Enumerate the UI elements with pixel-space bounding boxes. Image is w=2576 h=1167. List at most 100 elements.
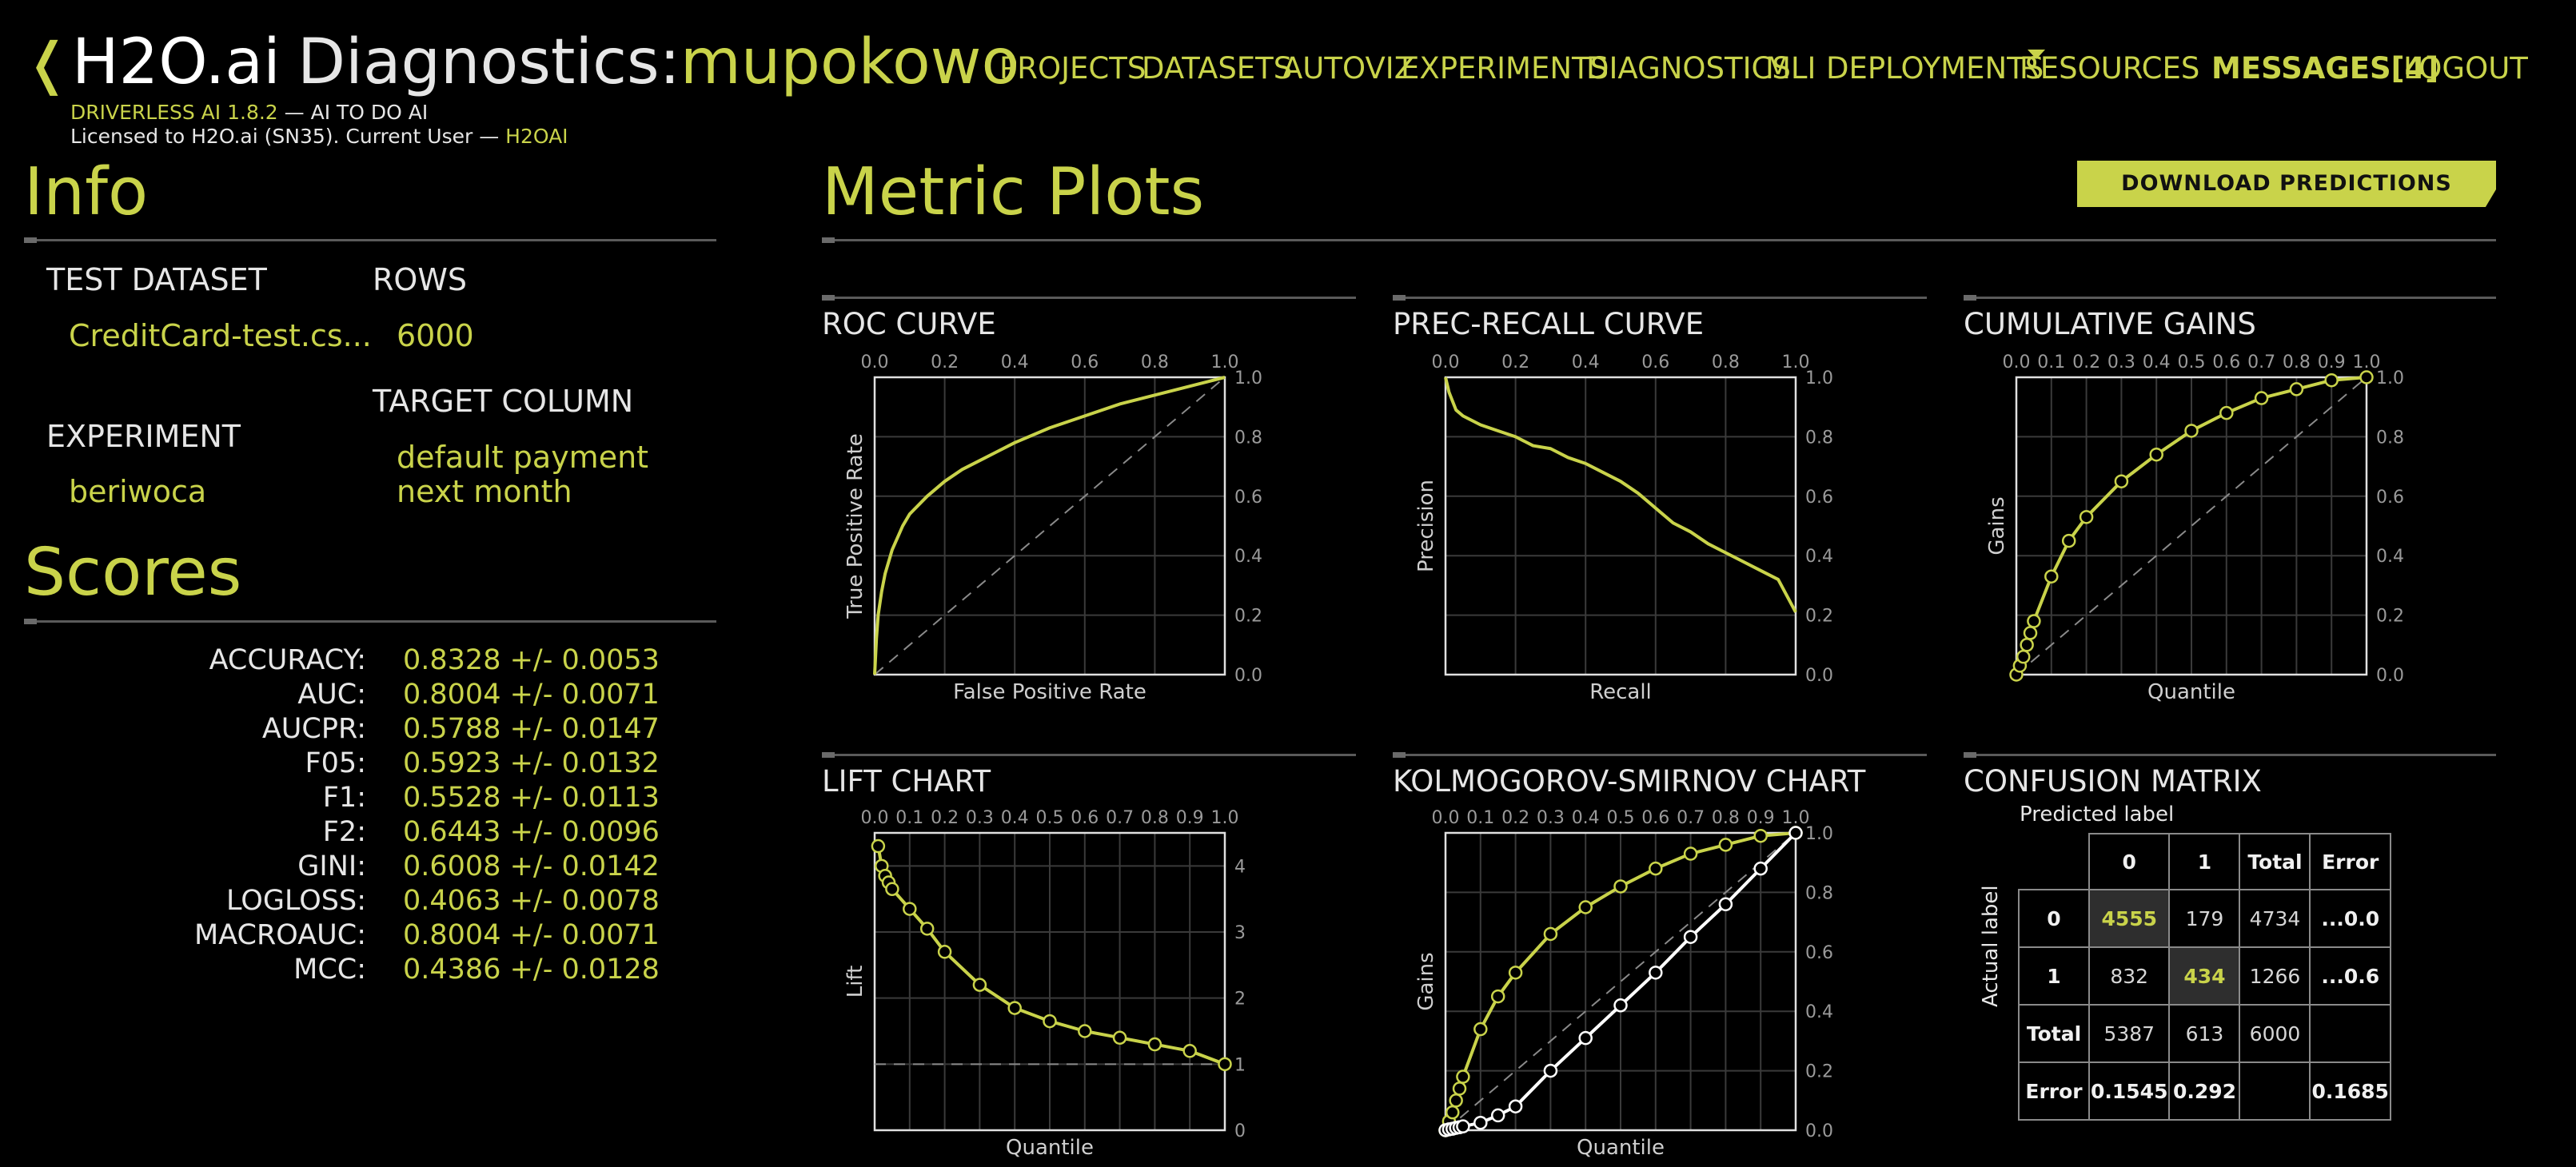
rows-value: 6000 (397, 318, 474, 353)
data-point (1473, 1022, 1488, 1037)
x-tick-label: 0.8 (1141, 352, 1169, 372)
data-point (1543, 926, 1558, 942)
confusion-cell (2309, 1004, 2391, 1063)
data-point (1649, 861, 1663, 876)
experiment-value[interactable]: beriwoca (69, 474, 207, 509)
x-tick-label: 0.4 (1572, 808, 1600, 828)
x-tick-label: 0.7 (1677, 808, 1705, 828)
y-tick-label: 3 (1234, 923, 1246, 943)
nav-datasets[interactable]: DATASETS (1142, 51, 1293, 86)
series-line (1444, 376, 1797, 613)
data-point (937, 945, 952, 959)
confusion-cell: 5387 (2088, 1004, 2171, 1063)
data-point (1218, 1057, 1232, 1072)
nav-projects[interactable]: PROJECTS (999, 51, 1146, 86)
download-predictions-button[interactable]: DOWNLOAD PREDICTIONS (2077, 161, 2496, 207)
y-tick-label: 0.8 (1234, 428, 1262, 448)
score-value: 0.8004 +/- 0.0071 (403, 919, 660, 951)
score-value: 0.4386 +/- 0.0128 (403, 954, 660, 986)
x-tick-label: 0.3 (966, 808, 994, 828)
nav-mli[interactable]: MLI (1765, 51, 1816, 86)
prc-chart: 0.0 0.2 0.4 0.6 0.8 1.0 0.0 0.2 0.4 0.6 0.8 1.0 Reca… (1414, 352, 1833, 704)
data-point (2061, 533, 2076, 548)
data-point (1456, 1119, 1470, 1133)
x-tick-label: 1.0 (1211, 808, 1239, 828)
confusion-header-cell: 1 (2168, 833, 2241, 890)
confusion-header-cell (2019, 834, 2090, 890)
data-point (1613, 998, 1628, 1013)
license-text: Licensed to H2O.ai (SN35). Current User … (70, 125, 506, 148)
data-point (2254, 391, 2269, 405)
y-tick-label: 0.6 (1805, 943, 1833, 963)
x-tick-label: 0.2 (931, 352, 959, 372)
confusion-cell (2239, 1061, 2311, 1121)
y-tick-label: 2 (1234, 990, 1246, 1010)
gains-title: CUMULATIVE GAINS (1964, 307, 2256, 341)
prc-title: PREC-RECALL CURVE (1393, 307, 1705, 341)
y-tick-label: 0.4 (1805, 1002, 1833, 1022)
data-point (1578, 1030, 1593, 1046)
confusion-row: 1 832 434 1266 ...0.6 (2018, 946, 2391, 1006)
nav-diagnostics[interactable]: DIAGNOSTICS (1586, 51, 1791, 86)
x-tick-label: 0.7 (1106, 808, 1134, 828)
x-tick-label: 0.2 (1501, 808, 1529, 828)
confusion-header-row: 0 1 Total Error (2019, 833, 2391, 890)
product-name: DRIVERLESS AI 1.8.2 (70, 101, 278, 124)
target-column-line1: default payment (397, 440, 649, 475)
ks-chart: 0.0 0.1 0.2 0.3 0.4 0.5 0.6 0.7 0.8 0.9 1.0 0.0 0.2 0… (1414, 808, 1833, 1160)
y-tick-label: 0.2 (1805, 607, 1833, 627)
x-tick-label: 0.6 (2212, 352, 2240, 372)
x-tick-label: 0.0 (861, 808, 889, 828)
x-tick-label: 0.8 (1712, 808, 1740, 828)
data-point (2219, 405, 2234, 420)
confusion-header-cell: Total (2239, 833, 2311, 890)
confusion-matrix-title: CONFUSION MATRIX (1964, 764, 2262, 799)
x-tick-label: 0.3 (1537, 808, 1565, 828)
data-point (1078, 1024, 1092, 1038)
score-name: AUCPR: (261, 713, 366, 745)
confusion-header-cell: Error (2018, 1061, 2090, 1121)
nav-deployments[interactable]: DEPLOYMENTS (1826, 51, 2044, 86)
plot-frame (1444, 376, 1797, 676)
data-point (1449, 1093, 1463, 1108)
data-point (2114, 474, 2129, 488)
x-tick-label: 0.5 (1607, 808, 1635, 828)
confusion-row: Error 0.1545 0.292 0.1685 (2018, 1061, 2391, 1121)
data-point (972, 978, 987, 992)
data-point (2184, 424, 2199, 438)
product-tagline: — AI TO DO AI (277, 101, 429, 124)
test-dataset-value[interactable]: CreditCard-test.cs... (69, 318, 372, 353)
brand-logo[interactable]: H2O.ai (72, 26, 281, 98)
nav-experiments[interactable]: EXPERIMENTS (1401, 51, 1609, 86)
x-tick-label: 0.0 (861, 352, 889, 372)
roc-title: ROC CURVE (822, 307, 996, 341)
confusion-divider (1964, 752, 2496, 758)
x-tick-label: 1.0 (1782, 808, 1810, 828)
y-tick-label: 0.6 (2376, 488, 2404, 508)
x-tick-label: 0.2 (1501, 352, 1529, 372)
x-tick-label: 1.0 (1211, 352, 1239, 372)
y-axis-label: True Positive Rate (843, 433, 867, 619)
back-chevron-icon[interactable]: ❬ (24, 30, 71, 96)
data-point (1683, 846, 1698, 861)
license-info: Licensed to H2O.ai (SN35). Current User … (70, 125, 568, 148)
x-tick-label: 0.7 (2247, 352, 2275, 372)
data-point (2289, 382, 2304, 396)
confusion-cell: ...0.0 (2309, 889, 2391, 948)
gains-divider (1964, 295, 2496, 301)
nav-logout[interactable]: LOGOUT (2403, 51, 2528, 86)
series-line (873, 376, 1226, 675)
y-tick-label: 0.8 (1805, 428, 1833, 448)
score-value: 0.6443 +/- 0.0096 (403, 816, 660, 848)
data-point (2023, 626, 2038, 640)
experiment-label: EXPERIMENT (46, 419, 241, 454)
plot-frame (2015, 376, 2368, 676)
score-name: AUC: (297, 679, 366, 711)
score-name: GINI: (297, 850, 366, 882)
confusion-header-cell: 1 (2018, 946, 2090, 1006)
y-tick-label: 0.0 (2376, 666, 2404, 686)
nav-autoviz[interactable]: AUTOVIZ (1282, 51, 1415, 86)
caret-down-icon (2028, 50, 2045, 59)
y-tick-label: 4 (1234, 857, 1246, 877)
nav-messages[interactable]: MESSAGES[4] (2211, 51, 2439, 86)
